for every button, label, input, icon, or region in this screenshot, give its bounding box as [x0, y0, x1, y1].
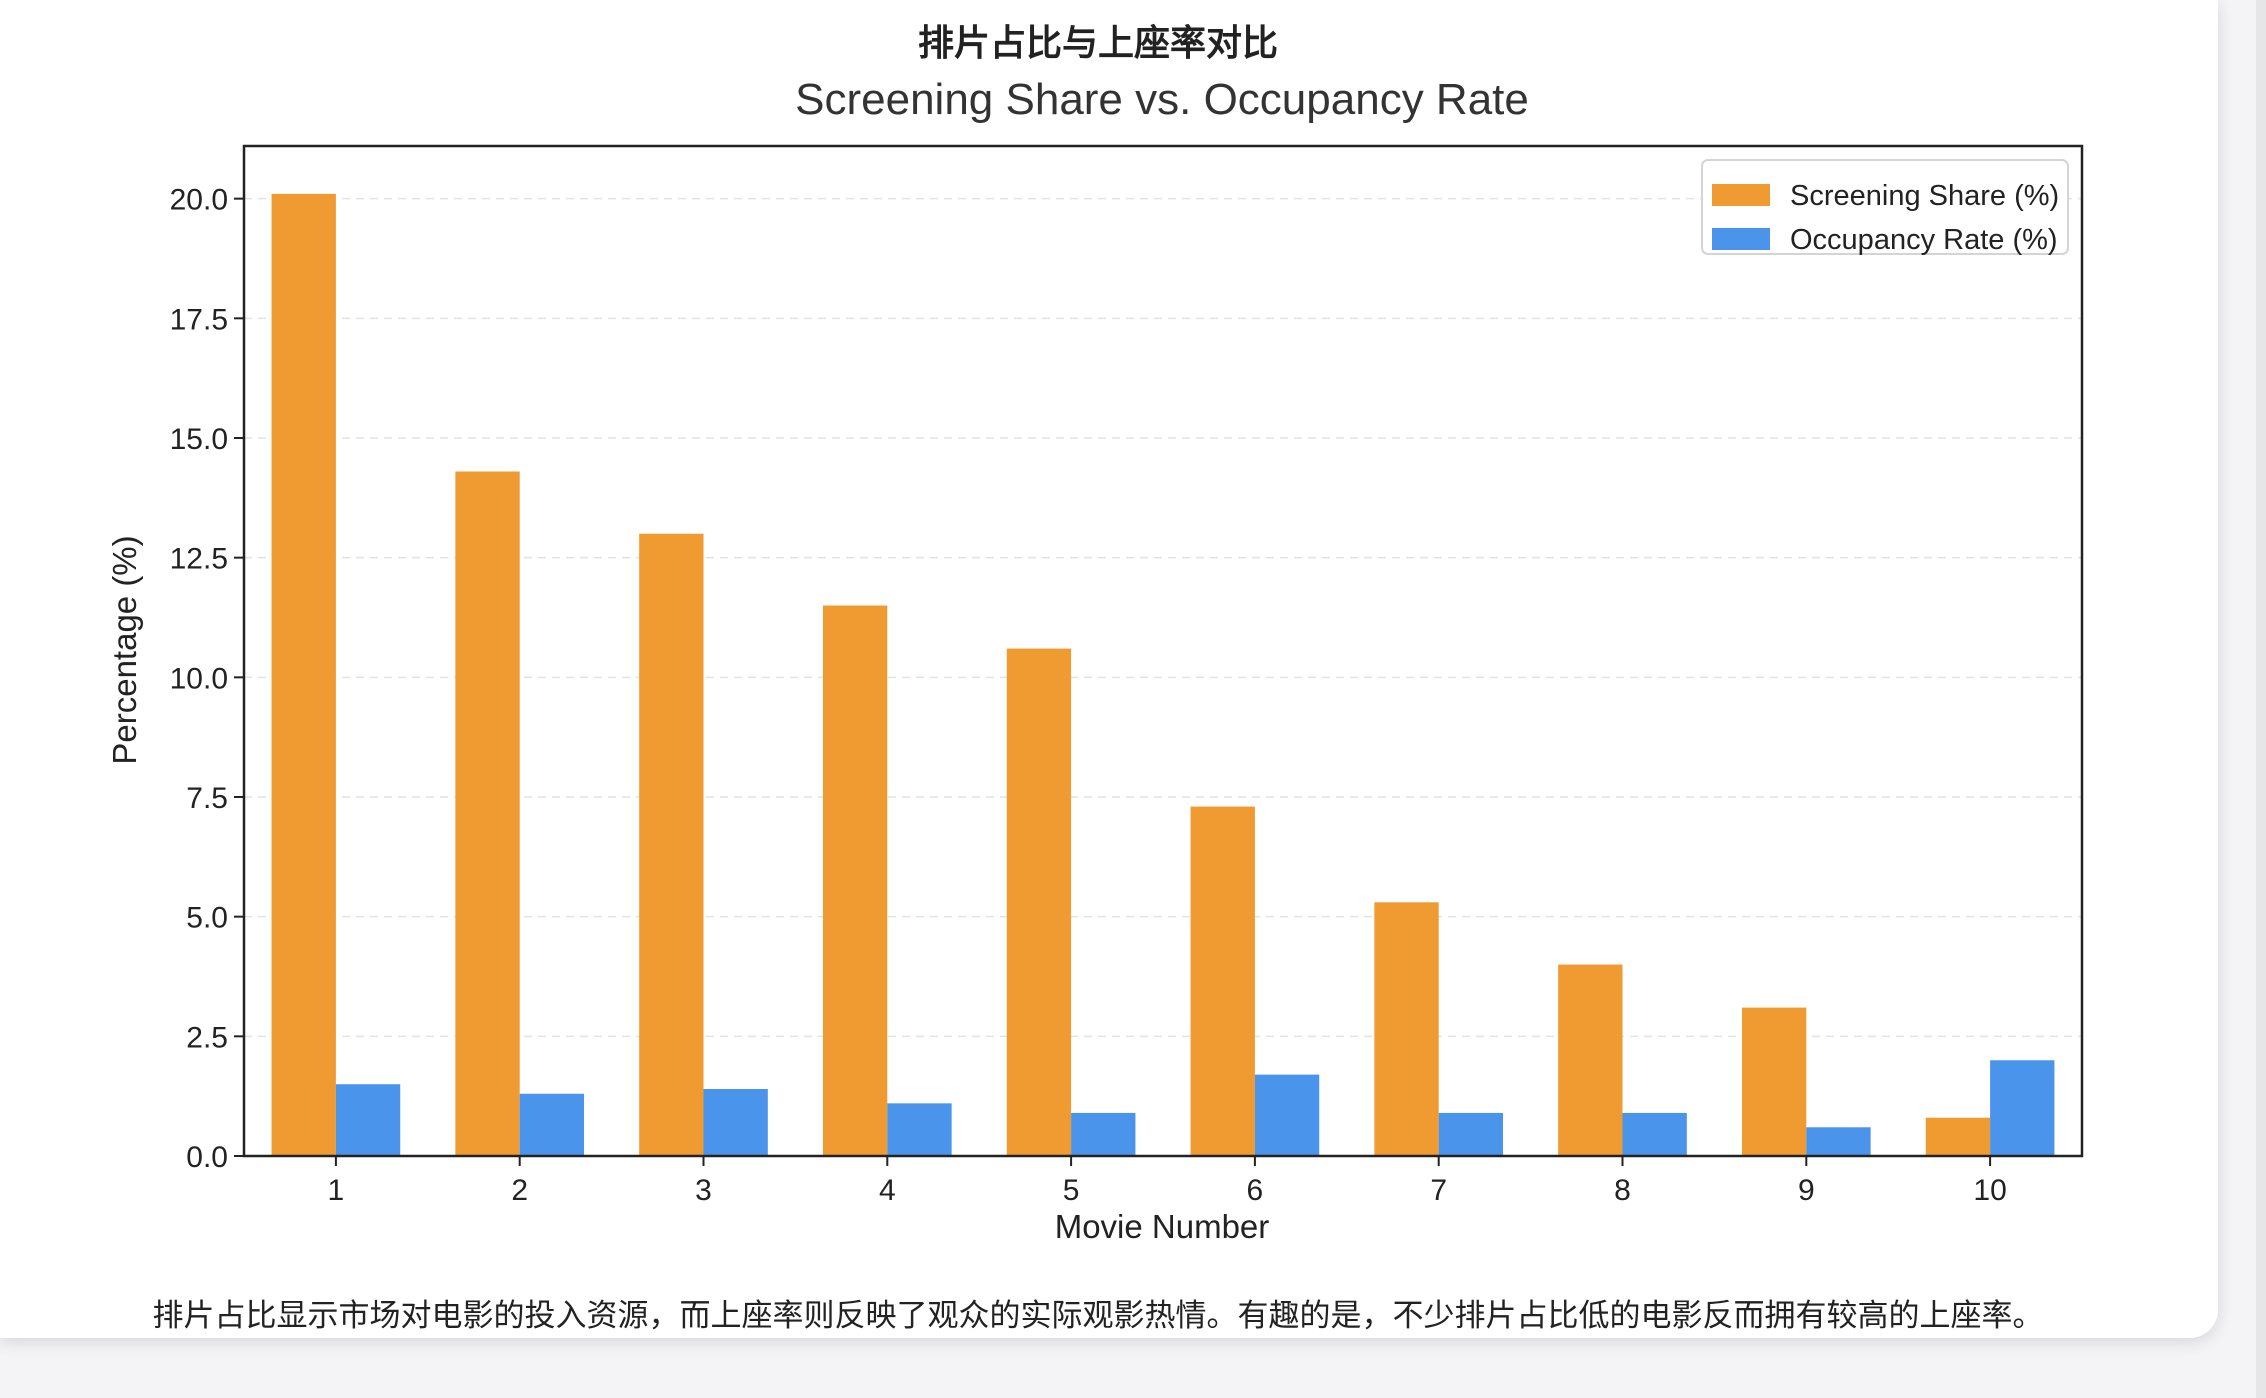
bar-occupancy-rate — [887, 1103, 952, 1156]
bar-occupancy-rate — [1622, 1112, 1687, 1156]
bar-screening-share — [1925, 1117, 1991, 1156]
x-tick-label: 7 — [1430, 1174, 1447, 1207]
legend-swatch — [1712, 184, 1770, 206]
bar-screening-share — [455, 471, 520, 1156]
y-tick-label: 12.5 — [170, 543, 228, 576]
bar-screening-share — [271, 193, 336, 1156]
bars — [271, 193, 2055, 1156]
bar-screening-share — [1006, 648, 1072, 1156]
axes: 0.0 2.5 5.0 7.5 10.0 12.5 15.0 17.5 20.0 1 2 3 4 5 6 7 8… — [170, 144, 2084, 1207]
legend-box — [1701, 159, 2069, 255]
plot-frame — [242, 144, 2084, 1158]
bar-occupancy-rate — [1806, 1127, 1871, 1156]
x-tick-label: 8 — [1614, 1174, 1631, 1207]
bar-screening-share — [822, 605, 888, 1156]
bar-occupancy-rate — [1990, 1060, 2055, 1156]
x-tick-label: 4 — [879, 1174, 896, 1207]
bar-screening-share — [1190, 806, 1255, 1156]
chart-area: Screening Share vs. Occupancy Rate Movie… — [0, 70, 2200, 1270]
x-tick-label: 5 — [1063, 1174, 1080, 1207]
legend: Screening Share (%) Occupancy Rate (%) — [1701, 159, 2069, 256]
chart-card: 排片占比与上座率对比 Screening Share vs. Occupancy… — [0, 0, 2218, 1338]
bar-chart: Screening Share vs. Occupancy Rate Movie… — [106, 75, 2084, 1245]
bar-screening-share — [639, 533, 704, 1156]
y-tick-label: 10.0 — [170, 662, 228, 695]
bar-occupancy-rate — [335, 1084, 401, 1156]
y-axis-label: Percentage (%) — [106, 535, 143, 764]
bar-screening-share — [1374, 902, 1439, 1156]
legend-swatch — [1712, 228, 1770, 250]
x-tick-label: 6 — [1247, 1174, 1264, 1207]
y-tick-label: 20.0 — [170, 184, 228, 217]
bar-occupancy-rate — [703, 1088, 768, 1156]
x-axis-label: Movie Number — [1055, 1208, 1270, 1245]
bar-screening-share — [1741, 1007, 1807, 1156]
bar-occupancy-rate — [1254, 1074, 1320, 1156]
y-tick-label: 17.5 — [170, 303, 228, 336]
y-tick-label: 2.5 — [186, 1021, 228, 1054]
x-tick-label: 1 — [328, 1174, 345, 1207]
bar-screening-share — [1558, 964, 1623, 1156]
x-tick-label: 3 — [695, 1174, 712, 1207]
legend-label: Occupancy Rate (%) — [1790, 224, 2058, 256]
scrollbar-track[interactable] — [2256, 0, 2266, 1398]
y-tick-label: 15.0 — [170, 423, 228, 456]
chart-caption: 排片占比显示市场对电影的投入资源，而上座率则反映了观众的实际观影热情。有趣的是，… — [152, 1298, 2044, 1334]
y-tick-label: 5.0 — [186, 902, 228, 935]
card-title: 排片占比与上座率对比 — [917, 23, 1278, 64]
y-tick-label: 0.0 — [186, 1141, 228, 1174]
chart-title: Screening Share vs. Occupancy Rate — [795, 75, 1529, 124]
y-tick-label: 7.5 — [186, 782, 228, 815]
x-tick-label: 10 — [1973, 1174, 2006, 1207]
bar-occupancy-rate — [1438, 1112, 1504, 1156]
x-tick-label: 9 — [1798, 1174, 1815, 1207]
legend-label: Screening Share (%) — [1790, 180, 2059, 212]
bar-occupancy-rate — [519, 1093, 585, 1156]
bar-occupancy-rate — [1071, 1112, 1136, 1156]
x-tick-label: 2 — [511, 1174, 528, 1207]
